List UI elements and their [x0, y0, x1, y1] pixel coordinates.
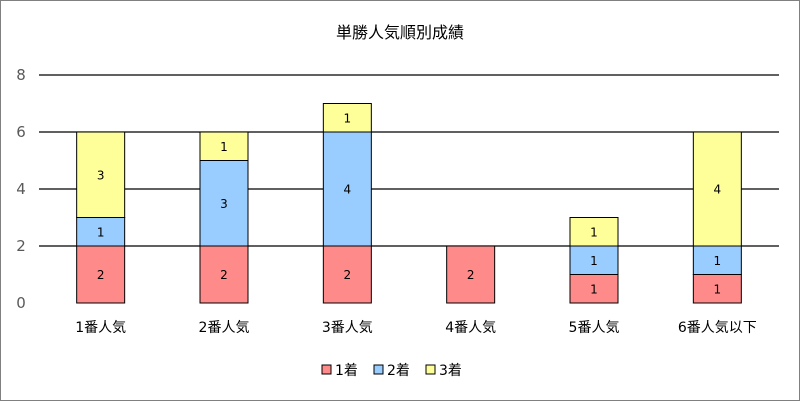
data-label: 1 [714, 282, 722, 296]
bar-segment [76, 131, 126, 218]
y-tick-label: 0 [16, 294, 26, 312]
x-category-label: 1番人気 [75, 320, 126, 336]
y-tick-label: 6 [16, 123, 26, 141]
bar-segment [446, 245, 496, 304]
data-label: 3 [220, 197, 228, 211]
bar-segment [569, 274, 619, 304]
y-axis-ticks: 0 2 4 6 8 [16, 66, 26, 312]
bar-segment [199, 245, 249, 304]
data-label: 1 [97, 225, 105, 239]
data-label: 1 [344, 111, 352, 125]
legend-swatch [321, 364, 332, 375]
bar-segment [76, 217, 126, 247]
y-tick-label: 4 [16, 180, 26, 198]
legend: 1着 2着 3着 [321, 363, 462, 379]
bar-segment [322, 103, 372, 133]
y-tick-label: 8 [16, 66, 26, 84]
chart-title: 単勝人気順別成績 [336, 23, 464, 42]
legend-swatch [425, 364, 436, 375]
bar-segment [76, 245, 126, 304]
data-label: 1 [220, 140, 228, 154]
x-category-label: 6番人気以下 [678, 320, 757, 336]
legend-swatch [373, 364, 384, 375]
bar-segment [692, 131, 742, 247]
data-label: 4 [714, 183, 722, 197]
data-label: 1 [590, 225, 598, 239]
bar-segment [569, 217, 619, 247]
legend-label: 1着 [335, 363, 358, 379]
y-tick-label: 2 [16, 237, 26, 255]
gridlines [39, 74, 779, 247]
data-label: 2 [97, 268, 105, 282]
legend-label: 3着 [439, 363, 462, 379]
x-category-label: 3番人気 [322, 320, 373, 336]
x-category-label: 4番人気 [445, 320, 496, 336]
data-label: 1 [714, 254, 722, 268]
data-label: 2 [344, 268, 352, 282]
data-label: 4 [344, 183, 352, 197]
bar-segment [199, 160, 249, 247]
data-label: 2 [467, 268, 475, 282]
bar-segment [322, 245, 372, 304]
bar-segment [569, 245, 619, 275]
bar-segment [692, 245, 742, 275]
bars: 2 1 3 2 3 1 2 4 1 2 1 1 1 1 1 4 [76, 103, 742, 304]
x-axis-labels: 1番人気 2番人気 3番人気 4番人気 5番人気 6番人気以下 [75, 320, 757, 336]
data-label: 1 [590, 254, 598, 268]
bar-segment [322, 131, 372, 247]
legend-label: 2着 [387, 363, 410, 379]
data-label: 1 [590, 282, 598, 296]
bar-segment [199, 131, 249, 161]
x-category-label: 2番人気 [199, 320, 250, 336]
data-label: 3 [97, 168, 105, 182]
x-category-label: 5番人気 [569, 320, 620, 336]
data-label: 2 [220, 268, 228, 282]
